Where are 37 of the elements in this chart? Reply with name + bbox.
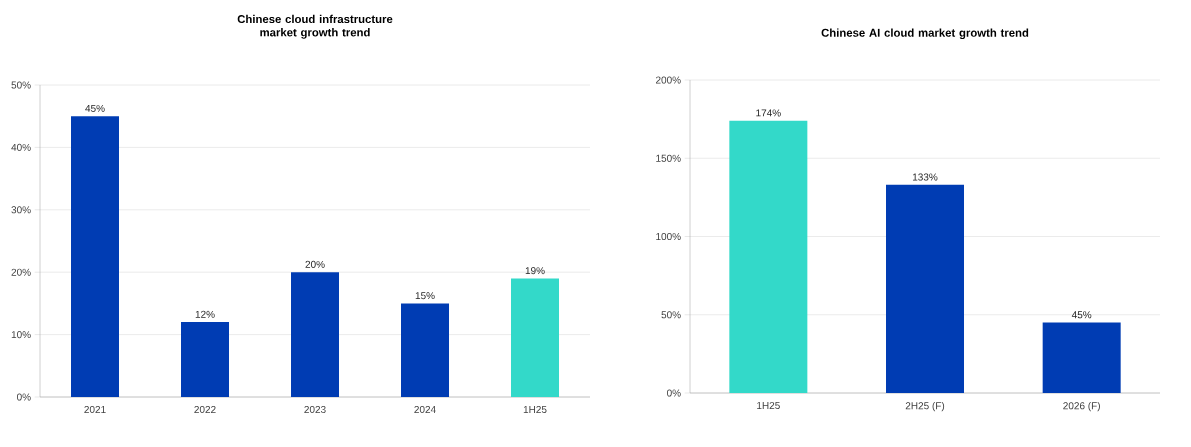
x-tick-label: 2024 xyxy=(414,405,436,414)
bar xyxy=(291,272,339,397)
x-tick-label: 2026 (F) xyxy=(1063,401,1100,412)
data-label: 45% xyxy=(1071,311,1092,319)
y-tick-label: 0% xyxy=(17,393,31,401)
y-tick-label: 50% xyxy=(11,81,31,89)
x-tick-label: 1H25 xyxy=(757,401,780,410)
y-tick-label: 100% xyxy=(656,232,681,241)
data-label: 133% xyxy=(912,173,938,181)
data-label: 20% xyxy=(305,260,325,268)
chart-title: Chinese cloud infrastructure market growth trend xyxy=(237,14,393,39)
bar xyxy=(401,303,450,397)
y-tick-label: 20% xyxy=(11,268,31,276)
bar xyxy=(71,116,120,397)
bar xyxy=(181,322,230,397)
y-tick-label: 150% xyxy=(656,154,681,162)
x-tick-label: 2H25 (F) xyxy=(905,401,945,412)
chart-title: Chinese AI cloud market growth trend xyxy=(821,28,1029,40)
y-tick-label: 40% xyxy=(11,143,31,151)
y-tick-label: 50% xyxy=(661,311,681,319)
data-label: 174% xyxy=(756,109,781,117)
x-tick-label: 2022 xyxy=(194,405,216,414)
data-label: 15% xyxy=(415,292,435,300)
bar xyxy=(886,184,965,393)
y-tick-label: 10% xyxy=(11,331,31,339)
x-tick-label: 2023 xyxy=(304,405,326,414)
y-tick-label: 30% xyxy=(11,206,31,214)
bar xyxy=(1042,322,1121,393)
x-tick-label: 2021 xyxy=(84,405,106,414)
bar xyxy=(511,278,560,397)
y-tick-label: 200% xyxy=(656,76,681,84)
data-label: 45% xyxy=(85,104,105,112)
bar xyxy=(729,120,808,393)
data-label: 19% xyxy=(525,267,545,275)
data-label: 12% xyxy=(195,310,215,318)
y-tick-label: 0% xyxy=(667,389,681,397)
x-tick-label: 1H25 xyxy=(523,405,547,414)
